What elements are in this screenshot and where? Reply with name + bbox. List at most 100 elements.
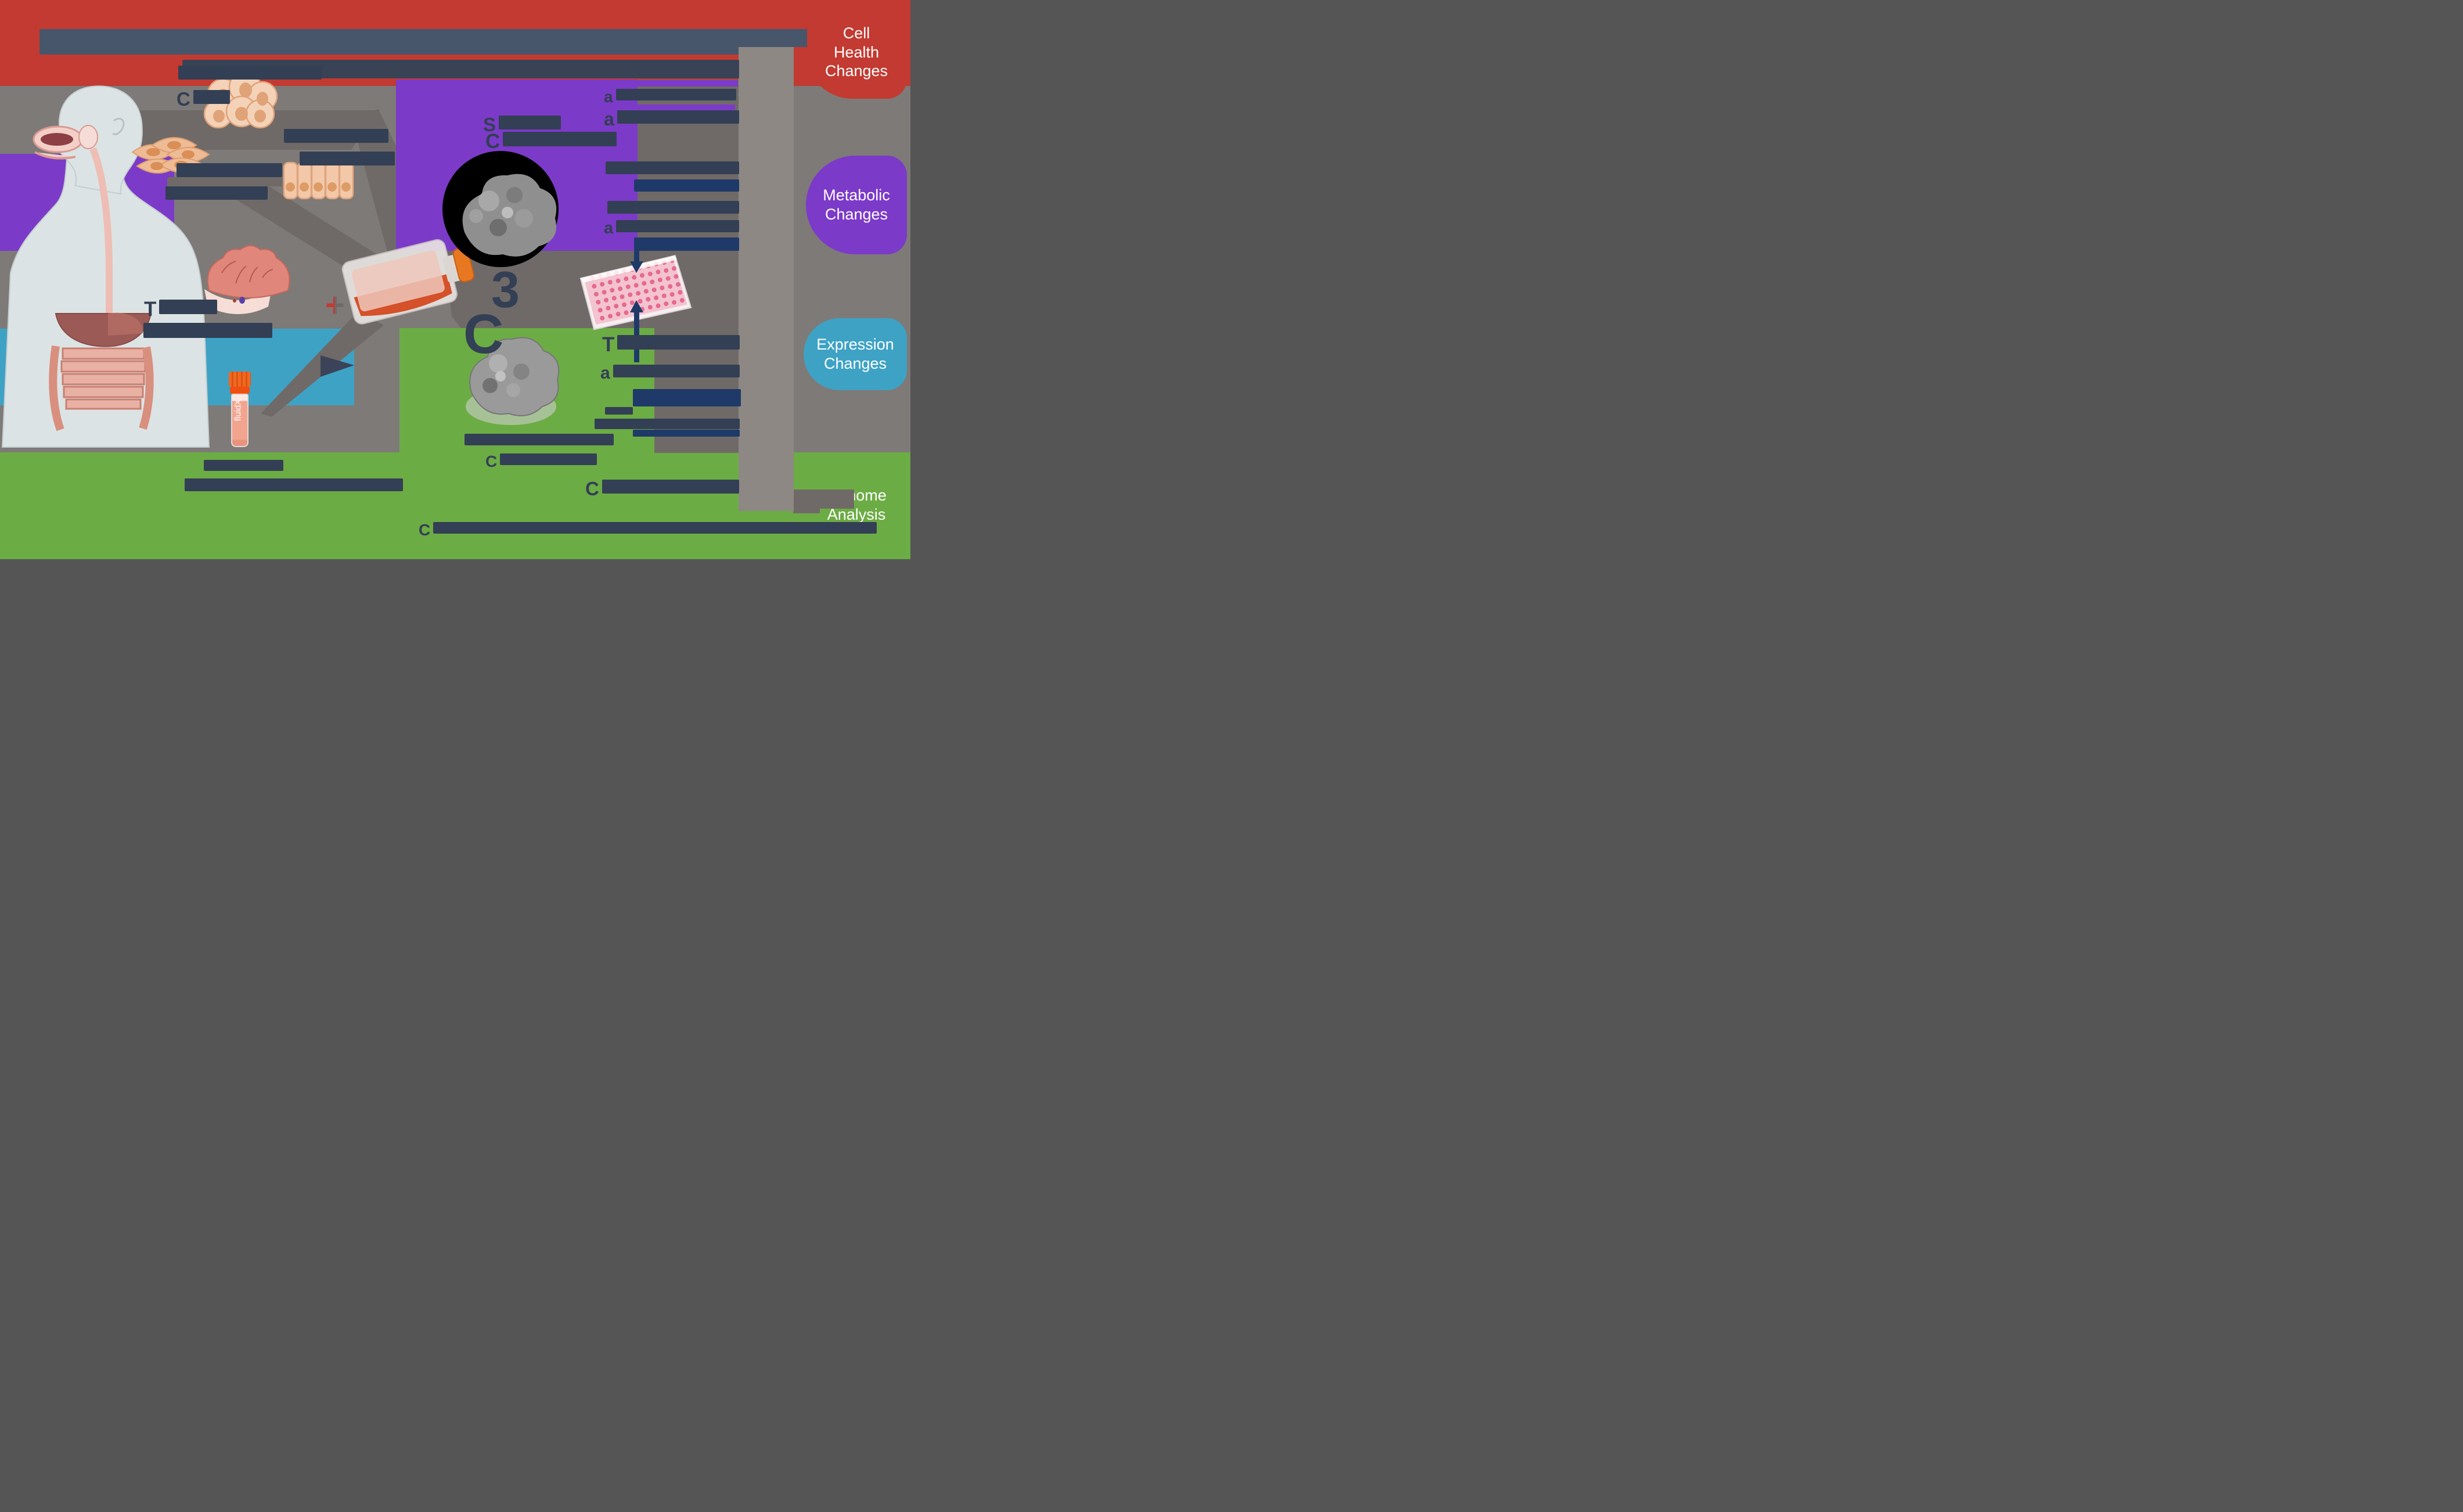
pill-cell-health-line1: Cell — [842, 24, 870, 42]
title-line-1a — [39, 29, 807, 47]
pill-cell-health: Cell Health Changes — [806, 6, 907, 99]
organoid-label-2 — [143, 323, 272, 338]
colon — [49, 345, 154, 431]
tube-ring — [230, 387, 250, 394]
big-c-glyph: C — [463, 303, 504, 365]
tube-cap — [229, 372, 251, 387]
bottom-center-1 — [464, 434, 614, 445]
tube-label-1-bar — [204, 460, 283, 471]
fat-cells-label-2-bar — [193, 90, 230, 104]
sem-spheroid-2-image — [466, 337, 560, 425]
tissue-folds — [221, 261, 273, 284]
arrow-to-fat-cells-head — [200, 130, 217, 151]
bottom-center-3-bar — [602, 480, 739, 494]
human-body-illustration — [1, 85, 210, 448]
monolayer-label-2-bar — [300, 152, 395, 165]
sem-spheroid-1-image — [442, 151, 559, 267]
purple-strip-2 — [596, 105, 735, 110]
bottom-caption-bar — [433, 522, 877, 534]
well-plate-image — [579, 251, 692, 362]
pill-expression-line2: Changes — [823, 355, 887, 372]
plate-label-a: a — [600, 365, 740, 382]
fat-cells-label-1-bar — [178, 66, 322, 80]
tube-label-2-bar — [185, 478, 403, 491]
big-3-glyph: 3 — [491, 261, 520, 318]
bottom-center-1-bar — [464, 434, 614, 445]
purple-strip-1-bar — [596, 80, 738, 87]
esophagus — [89, 147, 113, 314]
right-indigo-2-bar — [634, 237, 739, 251]
pill-expression: Expression Changes — [804, 318, 907, 390]
right-indigo-3 — [633, 389, 741, 406]
right-indigo-3-bar — [633, 389, 741, 406]
columnar-label-2-bar — [165, 186, 268, 200]
pill-cell-health-line3: Changes — [824, 62, 888, 80]
columnar-gray-arm — [167, 177, 282, 186]
plate-down-arrow — [630, 251, 643, 273]
fat-cells-label-2: C — [177, 89, 230, 109]
right-line-b1-bar — [606, 161, 739, 174]
spheroid-label-1: S — [483, 115, 561, 134]
right-line-a3-bar — [616, 220, 739, 232]
columnar-label-2 — [165, 186, 268, 200]
tube-body — [231, 394, 249, 447]
spheroid-label-1-bar — [499, 116, 561, 129]
pill-cell-health-line2: Health — [833, 43, 880, 61]
right-indigo-1 — [634, 179, 739, 192]
columnar-label-1-bar — [177, 163, 282, 177]
right-wide — [595, 419, 740, 429]
body-ear — [112, 117, 125, 135]
right-wide-bar — [595, 419, 740, 429]
tissue-organoid-image — [204, 245, 290, 314]
figure-canvas: Cell Health Changes Metabolic Changes Ex… — [0, 0, 910, 559]
tube-label-2 — [185, 478, 403, 491]
flat-cells-image — [131, 137, 210, 174]
flask-chevron-arrow — [321, 355, 354, 377]
cryo-tube-image: fluidX — [229, 372, 251, 449]
title-line-1b — [39, 47, 739, 55]
stomach — [108, 312, 143, 336]
right-line-b2 — [607, 201, 739, 214]
organoid-label-2-bar — [143, 323, 272, 338]
body-head — [56, 85, 143, 195]
culture-flask-image — [341, 239, 475, 325]
intestines — [60, 347, 146, 410]
monolayer-label-1 — [284, 129, 388, 143]
tube-label-1 — [204, 460, 283, 471]
plate-label-a-bar — [613, 365, 740, 377]
monolayer-label-1-bar — [284, 129, 388, 143]
bottom-caption: C — [419, 522, 877, 538]
right-line-a1: a — [604, 89, 736, 105]
bottom-center-2-bar — [500, 453, 597, 465]
mouth-salivary-glands — [33, 125, 98, 160]
right-small — [605, 407, 633, 415]
columnar-gray-arm-bar — [167, 177, 282, 186]
pill-metabolic: Metabolic Changes — [806, 156, 907, 254]
title-line-1a-bar — [39, 29, 807, 47]
columnar-label-1 — [177, 163, 282, 177]
spheroid-label-2: C — [485, 131, 617, 152]
fat-cells-label-1 — [178, 66, 322, 80]
bottom-center-2: C — [485, 453, 597, 470]
dish — [204, 289, 272, 314]
organoid-label-1: T — [144, 299, 217, 319]
organoid-label-1-bar — [159, 300, 217, 314]
monolayer-label-2 — [300, 152, 395, 165]
columnar-cells-image — [283, 161, 354, 200]
plate-label-t: T — [602, 334, 740, 355]
gray-vertical-bar — [739, 47, 794, 511]
right-line-a1-bar — [615, 89, 736, 100]
plus-glyph: + — [325, 286, 345, 324]
plate-label-t-bar — [617, 335, 740, 350]
purple-strip-1 — [596, 80, 738, 87]
right-line-a2: a — [604, 110, 739, 128]
pill-expression-line1: Expression — [816, 336, 894, 354]
right-small-bar — [605, 407, 633, 415]
purple-strip-2-bar — [596, 105, 735, 110]
right-line-b1 — [606, 161, 739, 174]
right-indigo-4-bar — [633, 430, 740, 437]
right-indigo-2 — [634, 237, 739, 251]
title-line-1b-bar — [39, 47, 739, 55]
pill-metabolic-line1: Metabolic — [823, 186, 890, 204]
right-indigo-1-bar — [634, 179, 739, 192]
